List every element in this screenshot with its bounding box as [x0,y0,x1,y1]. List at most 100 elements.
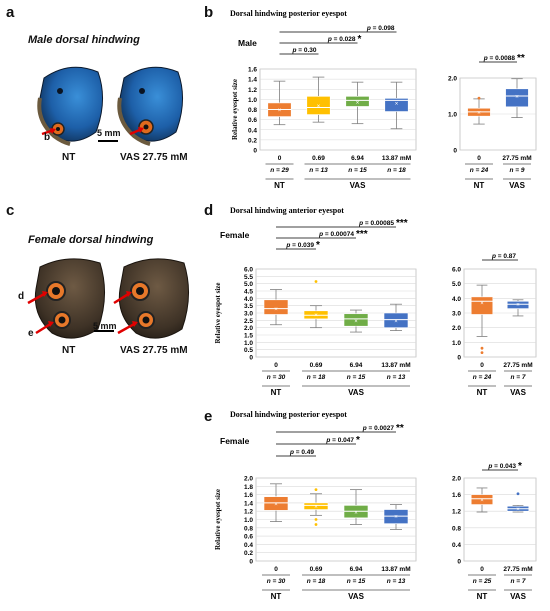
panel-label-d: d [204,202,214,219]
d-left-pvalue: p = 0.00085 [358,220,394,227]
b-left-ytick-label: 0.8 [248,107,257,114]
b-left-n-label: n = 18 [387,167,406,174]
e-left-category-label: 13.87 mM [381,566,410,573]
e-right-pvalue: p = 0.043 [487,463,516,470]
d-left-outlier [314,280,318,283]
e-left-group-vas: VAS [348,592,365,601]
b-right-mean-marker: × [515,95,519,101]
b-left-mean-marker: × [356,100,360,106]
female-vas-arrow-e [117,321,137,335]
male-wing-title: Male dorsal hindwing [28,34,140,46]
male-wings-illustration [37,66,183,146]
b-right-ytick-label: 0 [453,148,457,155]
e-left-outlier [314,488,318,492]
e-left-pvalue: p = 0.0027 [362,425,395,432]
e-left-ytick-label: 0.2 [244,550,253,557]
d-left-ytick-label: 5.0 [244,281,253,288]
b-ylabel: Relative eyespot size [231,79,239,140]
b-right-category-label: 27.75 mM [502,155,531,162]
e-left-ytick-label: 1.2 [244,509,253,516]
e-right-ytick-label: 0.4 [452,542,461,549]
b-left-group-vas: VAS [350,181,367,190]
d-left-mean-marker: × [394,319,398,325]
e-right-ytick-label: 0.8 [452,525,461,532]
b-left-ytick-label: 0 [253,148,257,155]
male-marker-b: b [44,132,51,143]
d-left-group-vas: VAS [348,388,365,397]
d-right-ytick-label: 3.0 [452,311,461,318]
b-left-box-2 [345,96,370,107]
e-left-n-label: n = 30 [267,578,286,585]
d-left-ytick-label: 2.5 [244,318,253,325]
d-left-box-2 [343,313,369,327]
d-right-category-label: 27.75 mM [503,362,532,369]
d-left-n-label: n = 15 [347,374,366,381]
d-right-outlier [480,351,484,354]
female-wing-vas [118,258,190,339]
female-vas-label: VAS 27.75 mM [120,345,188,356]
d-left-mean-marker: × [314,313,318,319]
panel-label-b: b [204,4,214,21]
b-left-pvalue: p = 0.30 [291,47,316,54]
d-left-n-label: n = 30 [267,374,286,381]
d-right-mean-marker: × [480,301,484,307]
b-chart-title: Dorsal hindwing posterior eyespot [230,9,347,18]
e-chart-title: Dorsal hindwing posterior eyespot [230,410,347,419]
e-left-ytick-label: 0 [249,559,253,566]
d-chart-title: Dorsal hindwing anterior eyespot [230,206,344,215]
b-right-group-vas: VAS [509,181,526,190]
b-right-pvalue: p = 0.0088 [483,55,516,62]
e-right-category-label: 27.75 mM [503,566,532,573]
d-left-category-label: 0 [274,362,278,369]
b-right-ytick-label: 1.0 [448,112,457,119]
b-left-category-label: 0.69 [312,155,325,162]
female-marker-d: d [18,291,25,302]
d-left-group-nt: NT [271,388,282,397]
d-right-n-label: n = 7 [511,374,526,381]
d-left-n-label: n = 18 [307,374,326,381]
chart-b: Dorsal hindwing posterior eyespot Male Rel… [230,9,537,190]
e-left-ytick-label: 1.6 [244,492,253,499]
female-wing-nt [34,258,106,339]
e-left-ytick-label: 1.4 [244,500,253,507]
d-right-ytick-label: 4.0 [452,296,461,303]
female-wing-title: Female dorsal hindwing [28,234,154,246]
b-right-significance-stars: ** [517,53,525,64]
d-left-significance-stars: *** [396,218,408,229]
b-left-ytick-label: 1.2 [248,87,257,94]
b-right-ytick-label: 2.0 [448,76,457,83]
d-left-ytick-label: 1.0 [244,340,253,347]
d-right-group-nt: NT [477,388,488,397]
e-left-mean-marker: × [314,505,318,511]
d-right-box-1 [506,300,530,309]
d-left-ytick-label: 5.5 [244,274,253,281]
male-scale-label: 5 mm [97,128,121,138]
e-left-pvalue: p = 0.49 [289,449,314,456]
e-right-ytick-label: 0 [457,559,461,566]
d-left-box-0 [263,299,289,315]
e-right-n-label: n = 25 [473,578,492,585]
b-left-ytick-label: 1.6 [248,67,257,74]
e-right-mean-marker: × [516,507,520,513]
d-right-ytick-label: 0 [457,355,461,362]
e-left-group-nt: NT [271,592,282,601]
e-left-mean-marker: × [274,502,278,508]
b-right-mean-marker: × [477,111,481,117]
e-sex-label: Female [220,436,250,446]
d-sex-label: Female [220,230,250,240]
e-left-category-label: 6.94 [350,566,363,573]
chart-e: Dorsal hindwing posterior eyespot Female R… [214,410,537,601]
d-left-ytick-label: 6.0 [244,267,253,274]
b-left-mean-marker: × [317,104,321,110]
d-left-ytick-label: 1.5 [244,333,253,340]
d-left-mean-marker: × [354,319,358,325]
e-right-significance-stars: * [518,461,522,472]
d-right-ytick-label: 2.0 [452,325,461,332]
male-wing-vas [117,66,183,146]
b-right-box-1 [505,88,529,108]
e-left-significance-stars: * [356,435,360,446]
d-left-mean-marker: × [274,307,278,313]
b-left-ytick-label: 0.4 [248,127,257,134]
d-left-pvalue: p = 0.039 [285,242,314,249]
d-left-category-label: 0.69 [310,362,323,369]
